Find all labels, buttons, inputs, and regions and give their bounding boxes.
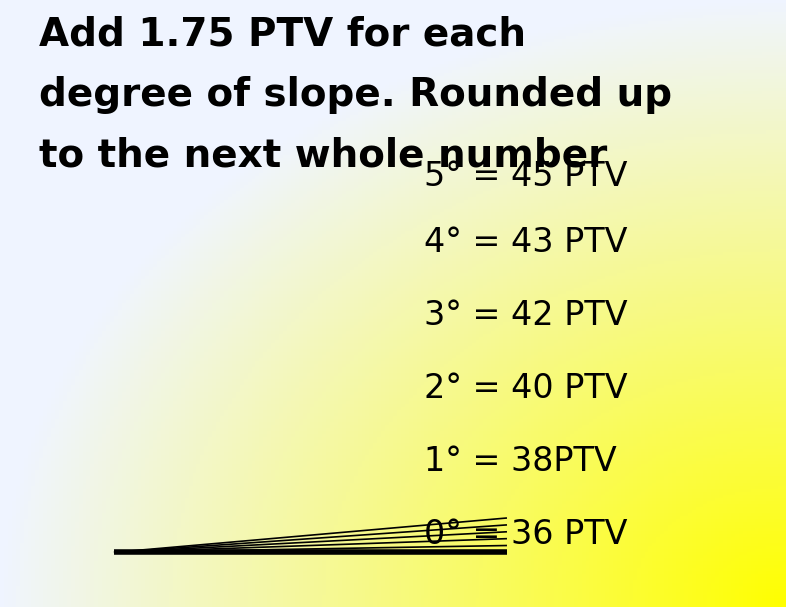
Text: 4° = 43 PTV: 4° = 43 PTV — [424, 226, 628, 259]
Text: 2° = 40 PTV: 2° = 40 PTV — [424, 372, 628, 405]
Text: 1° = 38PTV: 1° = 38PTV — [424, 445, 617, 478]
Text: degree of slope. Rounded up: degree of slope. Rounded up — [39, 76, 673, 114]
Text: Add 1.75 PTV for each: Add 1.75 PTV for each — [39, 15, 527, 53]
Text: 3° = 42 PTV: 3° = 42 PTV — [424, 299, 628, 332]
Text: 0° = 36 PTV: 0° = 36 PTV — [424, 518, 628, 551]
Text: to the next whole number: to the next whole number — [39, 137, 608, 175]
Text: 5° = 45 PTV: 5° = 45 PTV — [424, 160, 628, 192]
